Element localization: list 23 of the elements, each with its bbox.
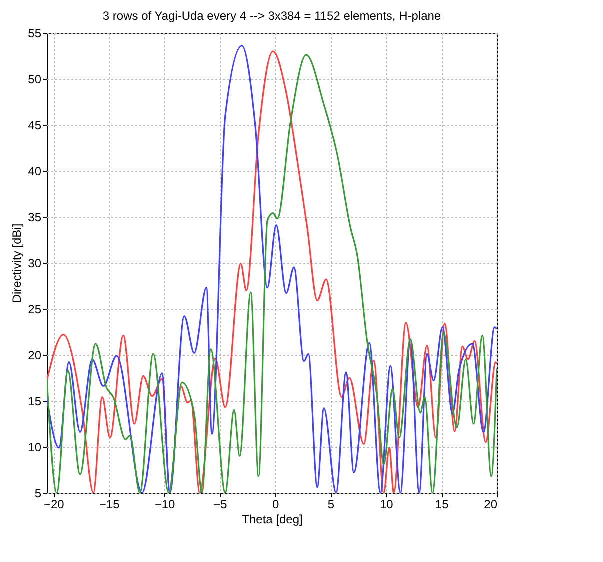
x-tick-label: 5: [328, 498, 335, 512]
y-axis-title: Directivity [dBi]: [10, 224, 24, 304]
chart-title: 3 rows of Yagi-Uda every 4 --> 3x384 = 1152 elements, H-plane: [102, 9, 442, 23]
x-tick-label: −10: [154, 498, 176, 512]
y-tick-label: 45: [28, 118, 42, 132]
x-tick-label: 10: [380, 498, 394, 512]
y-tick-label: 20: [28, 348, 42, 362]
y-tick-label: 30: [28, 256, 42, 270]
y-tick-label: 40: [28, 164, 42, 178]
y-tick-label: 5: [34, 486, 42, 500]
x-tick-label: 20: [484, 498, 498, 512]
y-tick-label: 25: [28, 302, 42, 316]
x-tick-label: −15: [99, 498, 120, 512]
y-tick-label: 15: [28, 394, 42, 408]
y-tick-label: 10: [28, 440, 42, 454]
y-tick-label: 35: [28, 210, 42, 224]
y-tick-label: 50: [28, 72, 42, 86]
x-axis-title: Theta [deg]: [242, 512, 303, 526]
x-tick-label: 15: [435, 498, 450, 512]
x-tick-label: −5: [214, 498, 228, 512]
x-tick-label: 0: [272, 498, 280, 512]
y-tick-label: 55: [28, 26, 42, 40]
x-tick-label: −20: [44, 498, 65, 512]
